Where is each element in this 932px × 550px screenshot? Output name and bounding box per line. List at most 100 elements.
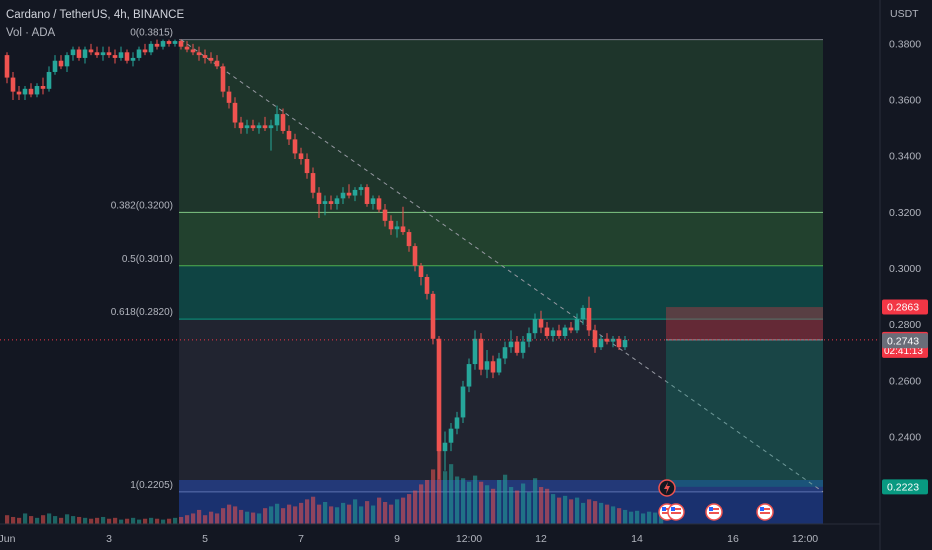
volume-bar [431, 469, 436, 524]
volume-bar [65, 514, 70, 524]
candle-body [448, 428, 454, 443]
candle-body [604, 338, 610, 342]
volume-bar [221, 508, 226, 524]
candle-body [22, 88, 28, 95]
candle-body [394, 226, 400, 230]
price-tag-bg [882, 479, 928, 495]
candle-body [220, 66, 226, 92]
candle-body [556, 330, 562, 336]
volume-bar [515, 490, 520, 524]
volume-bar [203, 515, 208, 524]
symbol-title[interactable]: Cardano / TetherUS, 4h, BINANCE [6, 9, 185, 21]
candle-body [412, 246, 418, 266]
fib-level-label: 0.5(0.3010) [122, 254, 173, 265]
candle-body [586, 307, 592, 331]
volume-bar [341, 502, 346, 524]
volume-bar [329, 506, 334, 524]
time-tick-label: 12:00 [792, 533, 818, 545]
candle-body [52, 60, 58, 72]
volume-bar [23, 513, 28, 524]
us-flag-event-icon [705, 503, 723, 521]
volume-bar [323, 502, 328, 524]
candle-body [82, 49, 88, 58]
candle-body [430, 293, 436, 339]
volume-bar [215, 513, 220, 524]
short-position-tool[interactable] [666, 307, 823, 487]
candle-body [94, 52, 100, 56]
volume-bar [275, 503, 280, 524]
price-tag: 0.2863 [882, 299, 928, 315]
volume-bar [197, 509, 202, 524]
chart-header: Cardano / TetherUS, 4h, BINANCE Vol · AD… [6, 8, 184, 40]
volume-bar [137, 519, 142, 524]
volume-bar [101, 516, 106, 524]
volume-bar [437, 440, 442, 524]
price-axis[interactable]: 0.3800 0.3600 0.3400 0.3200 0.3000 0.2800 0.26… [879, 0, 921, 550]
candle-body [76, 49, 82, 58]
volume-bar [311, 496, 316, 524]
candle-body [352, 189, 358, 196]
candle-body [622, 339, 628, 348]
volume-bar [77, 516, 82, 524]
candle-body [130, 57, 136, 61]
candle-body [232, 102, 238, 123]
price-tick-label: 0.2800 [889, 319, 921, 331]
volume-bar [395, 499, 400, 524]
candle-body [442, 442, 448, 452]
candle-body [118, 52, 124, 58]
volume-bar [233, 506, 238, 524]
candle-body [490, 361, 496, 373]
candle-body [370, 198, 376, 204]
volume-bar [509, 487, 514, 524]
volume-bar [659, 515, 664, 524]
volume-bar [461, 478, 466, 524]
volume-bar [365, 501, 370, 524]
candle-body [286, 130, 292, 140]
time-tick-label: 16 [727, 533, 739, 545]
fib-level-label: 0(0.3815) [130, 28, 173, 39]
volume-bar [89, 518, 94, 524]
price-tag-value: 0.2863 [887, 302, 919, 314]
candle-body [532, 319, 538, 334]
candle-body [538, 319, 544, 328]
volume-bar [113, 517, 118, 524]
event-markers[interactable] [658, 479, 774, 521]
candle-body [88, 49, 94, 53]
trend-line[interactable] [180, 39, 824, 493]
volume-indicator-label[interactable]: Vol · ADA [6, 27, 56, 39]
volume-bar [635, 510, 640, 524]
volume-bar [11, 516, 16, 524]
price-tag-countdown: 02:41:13 [884, 346, 923, 357]
price-tag-value: 0.2223 [887, 481, 919, 493]
volume-bar [257, 513, 262, 524]
volume-bar [149, 517, 154, 524]
candle-body [406, 232, 412, 247]
volume-bar [191, 513, 196, 524]
volume-bar [353, 499, 358, 524]
price-tag: 0.2743 [882, 333, 928, 349]
volume-bar [449, 464, 454, 524]
volume-bar [131, 517, 136, 524]
volume-bar [41, 515, 46, 524]
candle-body [136, 49, 142, 58]
candle-body [544, 327, 550, 336]
volume-bar [29, 516, 34, 524]
candle-body [382, 209, 388, 221]
volume-bar [563, 495, 568, 524]
candle-body [316, 192, 322, 204]
time-axis[interactable]: Jun 3 5 7 9 12:00 12 14 16 12:00 [0, 523, 880, 545]
candle-body [172, 41, 178, 44]
candle-body [148, 43, 154, 53]
volume-bar [305, 499, 310, 524]
volume-bar [497, 480, 502, 524]
volume-bar [335, 507, 340, 524]
candle-body [178, 41, 184, 47]
volume-bar [527, 492, 532, 524]
candle-body [196, 52, 202, 56]
volume-bar [401, 497, 406, 524]
fib-zone [179, 265, 823, 320]
candle-body [28, 88, 34, 95]
candle-body [166, 41, 172, 44]
volume-bar [377, 497, 382, 524]
